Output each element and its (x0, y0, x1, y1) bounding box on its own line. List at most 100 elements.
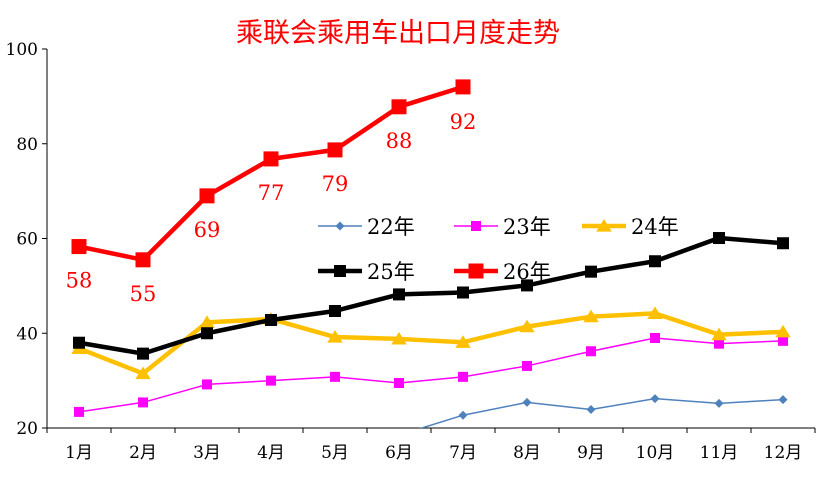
x-tick-label: 5月 (321, 443, 349, 463)
data-point (138, 397, 148, 408)
data-point (266, 375, 276, 386)
legend-item-26年: 26年 (454, 260, 551, 284)
data-point (457, 286, 469, 299)
legend-item-24年: 24年 (582, 215, 679, 239)
legend-item-22年: 22年 (318, 215, 415, 239)
legend-label: 24年 (631, 215, 679, 239)
data-point (455, 335, 471, 348)
data-point (263, 151, 279, 167)
series-line (78, 235, 784, 356)
data-point (458, 410, 468, 420)
x-tick-label: 7月 (449, 443, 477, 463)
x-tick-label: 6月 (385, 443, 413, 463)
data-point (713, 232, 725, 245)
y-tick-label: 60 (16, 230, 38, 250)
legend-marker (596, 219, 612, 232)
axes: 20 40 60 80 100 1月 2月 3月 4月 5月 6月 7月 8月 9月 10月 11月 12月 (6, 40, 816, 463)
series-23年 (74, 332, 788, 417)
data-point (714, 398, 724, 408)
data-point (135, 366, 151, 380)
x-tick-label: 2月 (129, 443, 157, 463)
data-point (775, 324, 791, 338)
data-point (201, 327, 213, 340)
data-point (711, 327, 727, 341)
legend-label: 26年 (503, 260, 551, 284)
data-point (522, 397, 532, 407)
series-line (78, 311, 784, 376)
y-tick-label: 40 (16, 324, 38, 344)
legend-marker (468, 263, 484, 279)
y-tick-label: 20 (16, 419, 38, 439)
data-point (199, 188, 215, 204)
x-tick-label: 10月 (636, 443, 675, 463)
data-point (265, 313, 277, 326)
data-point (778, 335, 788, 346)
data-point (521, 279, 533, 292)
x-tick-label: 9月 (577, 443, 605, 463)
x-tick-label: 3月 (193, 443, 221, 463)
series-lines (71, 79, 791, 440)
data-point (327, 142, 343, 158)
x-tick-label: 8月 (513, 443, 541, 463)
data-point (777, 237, 789, 250)
data-point (714, 338, 724, 349)
legend: 22年 23年 24年 25年 26年 (318, 215, 679, 284)
data-point (330, 371, 340, 382)
y-tick-label: 100 (6, 40, 38, 60)
data-point (199, 315, 215, 328)
data-point (522, 360, 532, 371)
series-line (419, 397, 784, 428)
data-point (395, 431, 404, 440)
legend-label: 22年 (367, 215, 415, 239)
x-tick-label: 12月 (764, 443, 803, 463)
data-point (202, 379, 212, 390)
data-label: 58 (66, 269, 93, 293)
x-tick-label: 4月 (257, 443, 285, 463)
legend-item-23年: 23年 (454, 215, 551, 239)
data-point (137, 347, 149, 360)
data-point (135, 252, 151, 268)
data-point (585, 265, 597, 278)
data-point (649, 255, 661, 268)
data-point (393, 288, 405, 301)
data-point (586, 346, 596, 357)
series-24年 (71, 306, 791, 380)
legend-marker (334, 265, 346, 277)
y-tick-label: 80 (16, 135, 38, 155)
legend-marker (335, 221, 345, 231)
data-point (391, 331, 407, 345)
data-label: 79 (322, 172, 349, 196)
data-point (778, 395, 788, 405)
data-point (329, 304, 341, 317)
data-point (647, 306, 663, 319)
data-label: 77 (258, 181, 285, 205)
series-22年 (395, 394, 788, 440)
legend-marker (471, 221, 481, 231)
data-labels: 58 55 69 77 79 88 92 (66, 110, 477, 306)
data-label: 69 (194, 218, 221, 242)
data-point (74, 406, 84, 417)
data-point (583, 309, 599, 323)
legend-item-25年: 25年 (318, 260, 415, 284)
series-26年 (71, 79, 471, 268)
data-point (458, 371, 468, 382)
data-point (327, 330, 343, 343)
legend-label: 25年 (367, 260, 415, 284)
data-point (650, 332, 660, 343)
x-tick-label: 11月 (700, 443, 739, 463)
data-point (650, 394, 660, 404)
data-point (391, 99, 407, 115)
data-point (586, 405, 596, 415)
series-line (78, 337, 784, 413)
data-point (455, 79, 471, 95)
series-25年 (73, 232, 789, 360)
data-point (73, 336, 85, 349)
data-label: 92 (450, 110, 477, 134)
legend-label: 23年 (503, 215, 551, 239)
chart-title: 乘联会乘用车出口月度走势 (236, 18, 560, 49)
data-label: 88 (386, 129, 413, 153)
data-point (394, 377, 404, 388)
data-point (519, 319, 535, 333)
x-tick-label: 1月 (65, 443, 93, 463)
